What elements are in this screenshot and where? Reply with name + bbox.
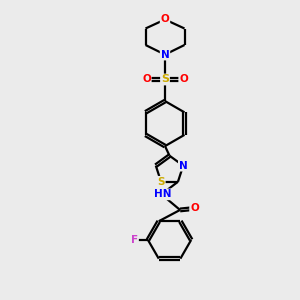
Text: N: N: [179, 161, 188, 171]
Text: S: S: [157, 177, 165, 187]
Text: N: N: [160, 50, 169, 60]
Text: O: O: [190, 203, 199, 213]
Text: O: O: [160, 14, 169, 25]
Text: O: O: [142, 74, 151, 85]
Text: S: S: [161, 74, 169, 85]
Text: F: F: [131, 235, 138, 245]
Text: HN: HN: [154, 189, 172, 199]
Text: O: O: [179, 74, 188, 85]
